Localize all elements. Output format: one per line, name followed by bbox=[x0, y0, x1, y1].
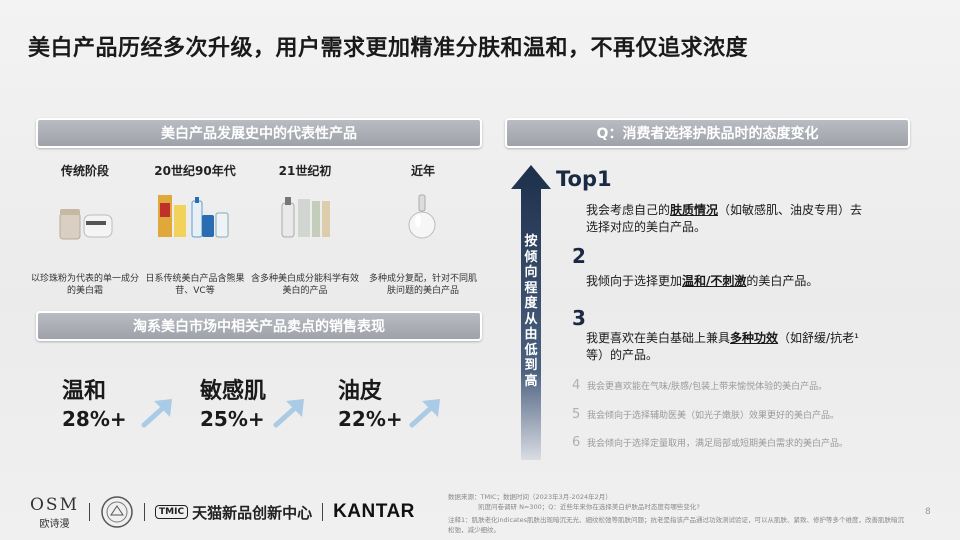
osm-logo: OSM 欧诗漫 bbox=[30, 495, 79, 530]
item-text-key: 多种功效 bbox=[730, 331, 779, 345]
footer-logos: OSM 欧诗漫 TMIC 天猫新品创新中心 KANTAR bbox=[30, 492, 415, 532]
divider bbox=[144, 503, 145, 521]
stage-desc: 含多种美白成分能科学有效美白的产品 bbox=[250, 274, 359, 296]
minor-rank: 4 bbox=[572, 378, 581, 393]
section-banner-sales: 淘系美白市场中相关产品卖点的销售表现 bbox=[36, 311, 482, 341]
footnotes: 数据来源：TMIC；数据时间（2023年3月-2024年2月） 凯度问卷调研 N… bbox=[448, 492, 908, 535]
stage-desc: 多种成分复配，针对不同肌肤问题的美白产品 bbox=[368, 274, 477, 296]
feature-gentle: 温和 28%+ bbox=[62, 373, 172, 431]
product-image bbox=[250, 189, 360, 251]
item-text-post: （如舒缓/抗老¹等）的产品。 bbox=[586, 331, 859, 362]
survey-note: 凯度问卷调研 N=300；Q：近些年来你在选择美白护肤品时态度有哪些变化? bbox=[478, 503, 700, 511]
feature-name: 油皮 bbox=[338, 379, 383, 404]
feature-sensitive: 敏感肌 25%+ bbox=[200, 373, 304, 431]
feature-value: 25%+ bbox=[200, 407, 265, 431]
trend-arrow-icon bbox=[273, 399, 304, 428]
stage-1990s: 20世纪90年代 日系传统美白产品含熊果苷、VC等 bbox=[140, 162, 250, 297]
top-item-2: 我倾向于选择更加温和/不刺激的美白产品。 bbox=[586, 273, 876, 290]
item-text-key: 温和/不刺激 bbox=[682, 274, 747, 288]
rank-label: 2 bbox=[572, 244, 586, 268]
trend-arrow-icon bbox=[409, 399, 440, 428]
top-item-3: 我更喜欢在美白基础上兼具多种功效（如舒缓/抗老¹等）的产品。 bbox=[586, 330, 868, 364]
feature-name: 敏感肌 bbox=[200, 379, 267, 404]
minor-item: 6 我会倾向于选择定量取用，满足局部或短期美白需求的美白产品。 bbox=[572, 435, 848, 450]
stage-label: 传统阶段 bbox=[60, 164, 109, 178]
tmall-logo-text: 天猫新品创新中心 bbox=[192, 503, 313, 522]
product-image bbox=[30, 189, 140, 251]
section-banner-attitude: Q：消费者选择护肤品时的态度变化 bbox=[505, 118, 910, 148]
annotation-note: 注释1：肌肤老化indicates肌肤出现暗沉无光、細纹松弛等肌肤问题；抗老是指… bbox=[448, 516, 904, 534]
stage-label: 20世纪90年代 bbox=[154, 164, 236, 178]
tmic-badge: TMIC bbox=[155, 505, 189, 519]
stage-desc: 以珍珠粉为代表的单一成分的美白霜 bbox=[30, 274, 139, 296]
stage-recent: 近年 多种成分复配，针对不同肌肤问题的美白产品 bbox=[368, 162, 478, 297]
minor-text: 我会更喜欢能在气味/肤感/包装上带来愉悦体验的美白产品。 bbox=[587, 382, 828, 392]
stage-traditional: 传统阶段 以珍珠粉为代表的单一成分的美白霜 bbox=[30, 162, 140, 297]
item-text-pre: 我会考虑自己的 bbox=[586, 203, 671, 217]
page-title: 美白产品历经多次升级，用户需求更加精准分肤和温和，不再仅追求浓度 bbox=[28, 36, 749, 61]
axis-label: 按倾向程度从由低到高 bbox=[524, 234, 538, 389]
trend-arrow-icon bbox=[141, 399, 172, 428]
osm-logo-text: OSM bbox=[30, 494, 79, 515]
feature-name: 温和 bbox=[62, 379, 107, 404]
top-item-1: 我会考虑自己的肤质情况（如敏感肌、油皮专用）去选择对应的美白产品。 bbox=[586, 202, 866, 236]
feature-oily: 油皮 22%+ bbox=[338, 373, 440, 431]
divider bbox=[322, 503, 324, 521]
stage-desc: 日系传统美白产品含熊果苷、VC等 bbox=[145, 274, 245, 296]
item-text-post: 的美白产品。 bbox=[746, 274, 819, 288]
osm-logo-subtext: 欧诗漫 bbox=[39, 518, 70, 530]
feature-value: 22%+ bbox=[338, 407, 403, 431]
feature-value: 28%+ bbox=[62, 407, 127, 431]
kantar-logo: KANTAR bbox=[333, 501, 415, 522]
minor-item: 5 我会倾向于选择辅助医美（如光子嫩肤）效果更好的美白产品。 bbox=[572, 407, 839, 422]
minor-text: 我会倾向于选择定量取用，满足局部或短期美白需求的美白产品。 bbox=[587, 439, 849, 449]
seal-logo bbox=[101, 496, 133, 528]
minor-rank: 5 bbox=[572, 407, 581, 422]
section-banner-history: 美白产品发展史中的代表性产品 bbox=[36, 118, 482, 148]
item-text-pre: 我更喜欢在美白基础上兼具 bbox=[586, 331, 731, 345]
up-arrow-icon bbox=[511, 165, 551, 460]
stage-label: 21世纪初 bbox=[278, 164, 332, 178]
stage-2000s: 21世纪初 含多种美白成分能科学有效美白的产品 bbox=[250, 162, 360, 297]
product-image bbox=[368, 189, 478, 251]
minor-item: 4 我会更喜欢能在气味/肤感/包装上带来愉悦体验的美白产品。 bbox=[572, 378, 827, 393]
source-note: 数据来源：TMIC；数据时间（2023年3月-2024年2月） bbox=[448, 493, 612, 501]
item-text-pre: 我倾向于选择更加 bbox=[586, 274, 683, 288]
rank-label: Top1 bbox=[556, 167, 612, 191]
stage-label: 近年 bbox=[410, 164, 435, 178]
divider bbox=[89, 503, 90, 521]
product-image bbox=[140, 189, 250, 251]
minor-rank: 6 bbox=[572, 435, 581, 450]
rank-label: 3 bbox=[572, 306, 586, 330]
item-text-key: 肤质情况 bbox=[670, 203, 719, 217]
item-text-post: （如敏感肌、油皮专用）去选择对应的美白产品。 bbox=[586, 203, 863, 234]
minor-text: 我会倾向于选择辅助医美（如光子嫩肤）效果更好的美白产品。 bbox=[587, 411, 840, 421]
page-number: 8 bbox=[925, 507, 931, 517]
tmall-logo: TMIC 天猫新品创新中心 bbox=[155, 502, 312, 523]
